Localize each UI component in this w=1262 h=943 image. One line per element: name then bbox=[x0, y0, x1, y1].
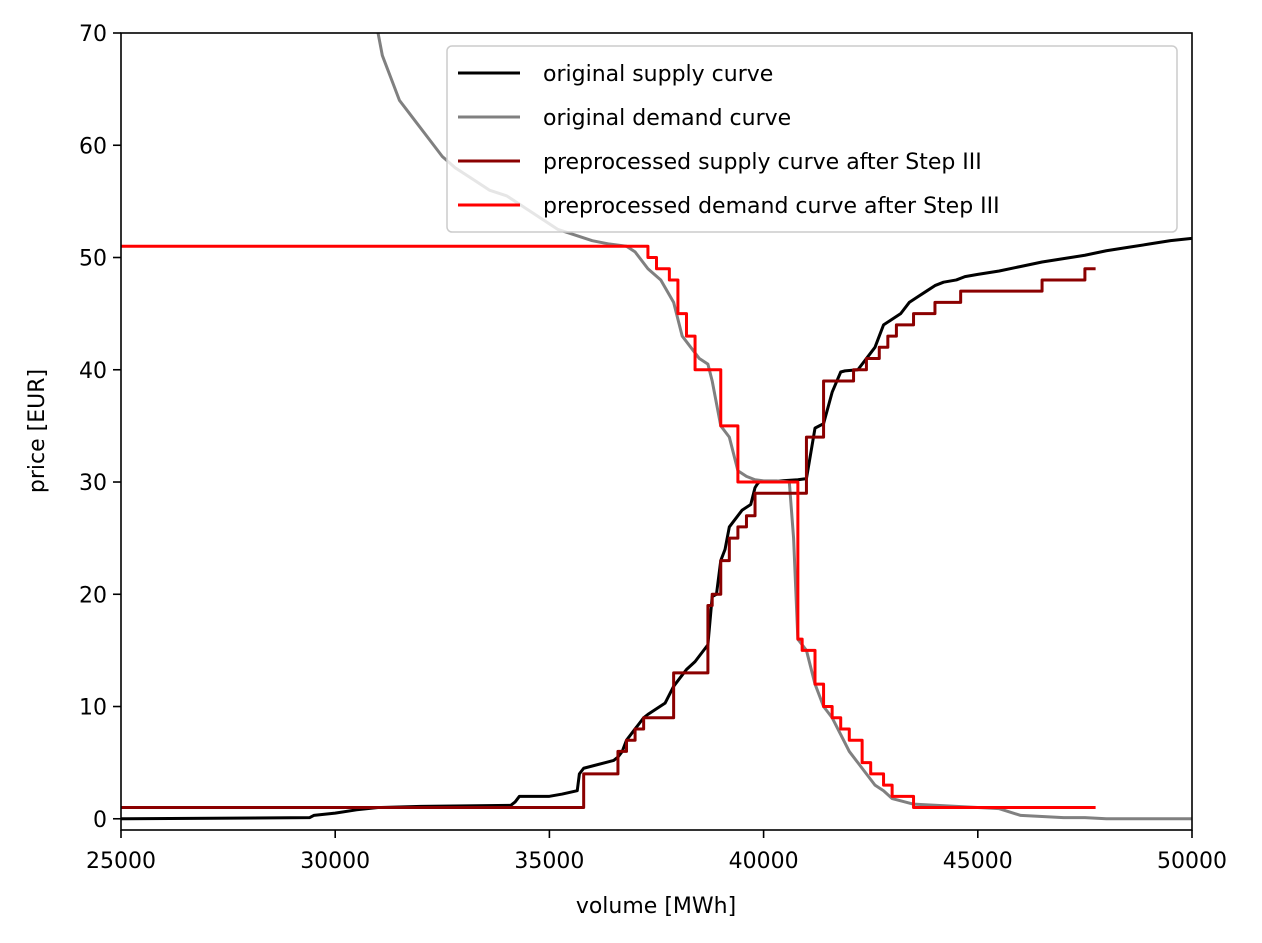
x-tick-label: 50000 bbox=[1157, 849, 1227, 874]
y-tick-label: 60 bbox=[79, 134, 107, 159]
y-axis-label: price [EUR] bbox=[25, 369, 50, 493]
x-tick-label: 25000 bbox=[86, 849, 156, 874]
y-tick-label: 50 bbox=[79, 247, 107, 272]
y-tick-label: 70 bbox=[79, 22, 107, 47]
legend-label-4: preprocessed demand curve after Step III bbox=[543, 194, 1000, 219]
series-line-4 bbox=[121, 244, 1096, 810]
legend: original supply curve original demand cur… bbox=[446, 45, 1178, 233]
x-axis-ticks: 25000 30000 35000 40000 45000 50000 bbox=[86, 830, 1227, 874]
series-line-1 bbox=[121, 236, 1192, 821]
y-axis-ticks: 0 10 20 30 40 50 60 70 bbox=[79, 22, 121, 833]
y-tick-label: 0 bbox=[93, 808, 107, 833]
legend-label-2: original demand curve bbox=[543, 106, 791, 131]
y-tick-label: 40 bbox=[79, 359, 107, 384]
x-tick-label: 30000 bbox=[300, 849, 370, 874]
x-tick-label: 45000 bbox=[943, 849, 1013, 874]
legend-box bbox=[446, 45, 1178, 233]
legend-items: original supply curve original demand cur… bbox=[458, 62, 1000, 219]
x-axis-label: volume [MWh] bbox=[576, 894, 736, 919]
y-tick-label: 30 bbox=[79, 471, 107, 496]
plot-frame bbox=[120, 32, 1193, 831]
legend-label-1: original supply curve bbox=[543, 62, 773, 87]
y-tick-label: 10 bbox=[79, 696, 107, 721]
x-tick-label: 40000 bbox=[729, 849, 799, 874]
x-tick-label: 35000 bbox=[514, 849, 584, 874]
series-line-3 bbox=[121, 267, 1096, 810]
legend-label-3: preprocessed supply curve after Step III bbox=[543, 150, 982, 175]
y-tick-label: 20 bbox=[79, 583, 107, 608]
